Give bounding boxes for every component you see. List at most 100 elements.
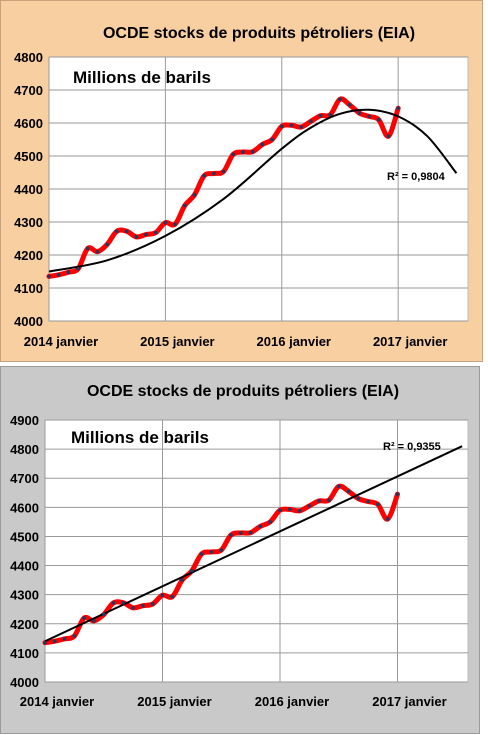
data-point: [279, 124, 284, 129]
unit-annotation: Millions de barils: [71, 428, 209, 447]
trendline: [44, 445, 463, 643]
data-point: [250, 149, 255, 154]
data-point: [105, 242, 109, 247]
data-point: [395, 492, 400, 497]
data-point: [366, 499, 370, 504]
data-point: [115, 229, 119, 234]
chart-panel-bottom: 4000 4100 4200 4300 4400 4500 4600 4700 4800 4900…: [0, 366, 480, 734]
x-tick-label: 2017 janvier: [372, 694, 446, 709]
chart-top: 4000 4100 4200 4300 4400 4500 4600 4700 4800 2014…: [14, 25, 469, 349]
data-point: [85, 246, 90, 251]
data-point: [376, 502, 380, 507]
data-point: [317, 499, 321, 503]
data-point: [190, 568, 194, 573]
y-tick-label: 4000: [14, 314, 43, 329]
data-point: [307, 504, 312, 508]
y-tick-label: 4300: [10, 588, 39, 603]
data-point: [95, 249, 100, 254]
unit-annotation: Millions de barils: [73, 68, 211, 87]
y-tick-label: 4800: [10, 442, 39, 457]
data-point: [260, 142, 265, 147]
data-point: [160, 593, 165, 598]
y-tick-label: 4400: [10, 559, 39, 574]
data-point: [173, 222, 177, 227]
data-point: [62, 637, 67, 641]
data-point: [386, 134, 391, 138]
data-point: [124, 229, 129, 234]
data-point: [287, 507, 292, 512]
y-tick-label: 4900: [10, 413, 39, 428]
data-point: [199, 552, 204, 556]
x-tick-label: 2017 janvier: [373, 334, 447, 349]
data-point: [278, 508, 282, 513]
trendline: [48, 108, 458, 273]
data-point: [318, 113, 323, 118]
data-point: [82, 616, 86, 620]
x-tick-label: 2014 janvier: [24, 334, 98, 349]
y-tick-label: 4800: [14, 50, 43, 65]
data-point: [183, 203, 187, 208]
data-point: [170, 594, 175, 599]
data-point: [134, 235, 139, 239]
y-tick-label: 4400: [14, 182, 43, 197]
data-point: [209, 550, 214, 554]
y-tick-label: 4100: [14, 281, 43, 296]
y-tick-label: 4200: [14, 248, 43, 263]
data-point: [66, 270, 71, 274]
x-tick-label: 2016 janvier: [255, 694, 329, 709]
data-point: [367, 114, 371, 119]
y-tick-label: 4500: [10, 529, 39, 544]
r-squared-label: R² = 0,9355: [383, 441, 441, 453]
r-squared-label: R² = 0,9804: [387, 171, 446, 183]
data-point: [385, 517, 390, 521]
chart-bottom: 4000 4100 4200 4300 4400 4500 4600 4700 4800 4900…: [10, 383, 469, 709]
data-point: [43, 640, 47, 645]
data-point: [338, 97, 342, 102]
y-tick-label: 4300: [14, 215, 43, 230]
data-point: [52, 639, 57, 644]
data-point: [347, 103, 352, 107]
data-point: [231, 152, 236, 157]
data-point: [76, 267, 80, 271]
data-point: [297, 509, 302, 513]
y-tick-label: 4000: [10, 675, 39, 690]
chart-title: OCDE stocks de produits pétroliers (EIA): [103, 25, 415, 42]
x-tick-label: 2014 janvier: [20, 694, 94, 709]
data-point: [289, 123, 294, 128]
data-point: [299, 125, 304, 129]
data-point: [396, 106, 400, 110]
data-point: [131, 605, 135, 610]
data-point: [150, 602, 155, 606]
data-point: [153, 230, 158, 235]
data-point: [309, 119, 313, 124]
data-point: [241, 150, 245, 154]
data-point: [336, 484, 341, 489]
data-point: [327, 498, 331, 502]
x-tick-label: 2015 janvier: [137, 694, 211, 709]
data-point: [229, 533, 233, 537]
data-point: [357, 111, 362, 115]
data-point: [219, 548, 224, 552]
data-point: [192, 193, 197, 197]
data-point: [144, 232, 148, 237]
chart-panel-top: 4000 4100 4200 4300 4400 4500 4600 4700 4800 2014…: [0, 0, 483, 362]
y-tick-label: 4600: [10, 500, 39, 515]
data-point: [258, 524, 263, 529]
data-point: [270, 137, 274, 142]
y-tick-label: 4500: [14, 149, 43, 164]
data-point: [56, 273, 61, 277]
data-point: [163, 220, 168, 225]
data-point: [212, 171, 216, 176]
data-point: [248, 530, 253, 535]
data-point: [346, 489, 351, 494]
data-point: [72, 634, 77, 638]
data-point: [180, 578, 184, 582]
data-point: [356, 496, 361, 501]
y-tick-label: 4600: [14, 116, 43, 131]
data-point: [221, 169, 226, 174]
data-point: [111, 601, 116, 605]
data-point: [92, 619, 96, 623]
data-point: [121, 601, 126, 605]
data-point: [101, 612, 106, 617]
y-tick-label: 4700: [10, 471, 39, 486]
